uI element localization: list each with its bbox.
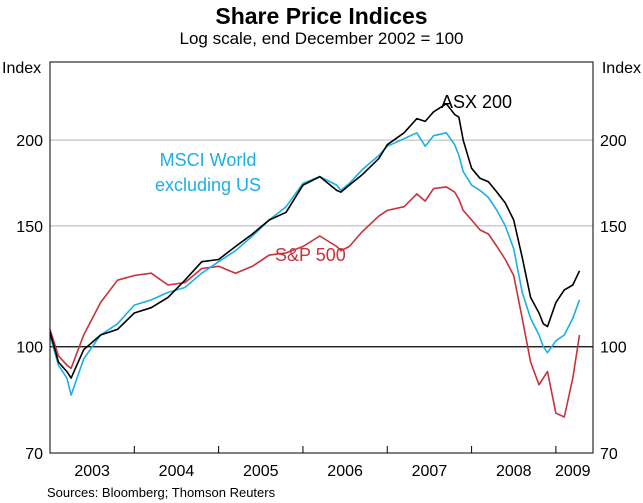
y-axis-label-right: Index [602, 60, 641, 77]
series-label-asx-0: ASX 200 [441, 92, 512, 112]
x-tick-label-2009: 2009 [555, 463, 591, 480]
y-tick-label-left-150: 150 [16, 219, 43, 236]
series-line-asx [49, 103, 581, 379]
y-tick-label-right-70: 70 [600, 446, 618, 463]
x-tick-label-2003: 2003 [74, 463, 110, 480]
y-tick-label-left-70: 70 [25, 446, 43, 463]
series-label-msci-1: MSCI World [160, 150, 257, 170]
y-tick-label-left-200: 200 [16, 133, 43, 150]
chart-subtitle: Log scale, end December 2002 = 100 [179, 29, 464, 48]
series-label-msci-2: excluding US [155, 175, 261, 195]
y-tick-label-right-150: 150 [600, 219, 627, 236]
x-tick-label-2006: 2006 [327, 463, 363, 480]
series-layer [49, 103, 581, 418]
x-tick-label-2004: 2004 [159, 463, 195, 480]
x-tick-label-2007: 2007 [412, 463, 448, 480]
series-line-sp [49, 186, 581, 418]
grid-layer [50, 139, 593, 348]
label-layer: 70 70 100 100 150 150 200 200 Index Index 2003 2004… [2, 60, 641, 480]
x-tick-label-2008: 2008 [496, 463, 532, 480]
source-note: Sources: Bloomberg; Thomson Reuters [47, 485, 276, 500]
y-tick-label-left-100: 100 [16, 340, 43, 357]
tick-layer [133, 446, 557, 453]
y-tick-label-right-100: 100 [600, 340, 627, 357]
plot-frame [49, 61, 594, 454]
series-label-sp-3: S&P 500 [275, 245, 346, 265]
y-axis-label-left: Index [2, 60, 41, 77]
x-tick-label-2005: 2005 [243, 463, 279, 480]
y-tick-label-right-200: 200 [600, 133, 627, 150]
chart-title: Share Price Indices [215, 3, 428, 29]
